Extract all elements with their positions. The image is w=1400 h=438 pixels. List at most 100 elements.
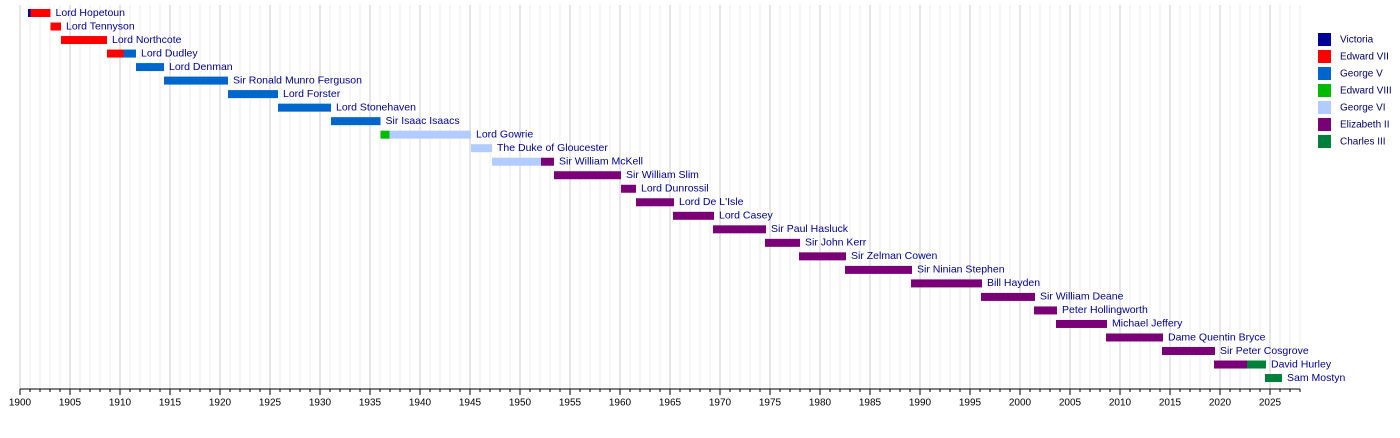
x-tick-label: 1920 <box>209 398 232 409</box>
legend-swatch <box>1318 135 1331 148</box>
bar-label: Sir William Deane <box>1040 291 1124 303</box>
bar-segment <box>380 130 390 139</box>
bar-segment <box>673 211 714 220</box>
bar-label: David Hurley <box>1271 358 1332 370</box>
x-tick-label: 2005 <box>1059 398 1082 409</box>
bar-segment <box>28 9 31 17</box>
x-tick-label: 1925 <box>259 398 282 409</box>
legend-swatch <box>1318 118 1331 131</box>
legend-label: Edward VII <box>1340 52 1389 63</box>
bar-label: Sir Isaac Isaacs <box>386 115 460 127</box>
bar-segment <box>1265 374 1282 383</box>
bar-label: Lord De L'Isle <box>679 196 744 208</box>
bar-segment <box>389 130 471 139</box>
bar-segment <box>981 292 1035 301</box>
bar-segment <box>123 49 136 58</box>
bar-segment <box>107 49 124 58</box>
bar-label: Peter Hollingworth <box>1062 304 1148 316</box>
x-tick-label: 2015 <box>1159 398 1182 409</box>
bar-label: Lord Denman <box>169 61 233 73</box>
bar-segment <box>471 144 492 153</box>
legend-swatch <box>1318 67 1331 80</box>
legend-label: George V <box>1340 69 1383 80</box>
bar-label: Sir Ninian Stephen <box>917 264 1005 276</box>
bar-label: Michael Jeffery <box>1112 318 1183 330</box>
bar-segment <box>845 265 912 274</box>
x-tick-label: 1930 <box>309 398 332 409</box>
bar-segment <box>1034 306 1057 315</box>
bar-label: Sam Mostyn <box>1287 372 1346 384</box>
bar-segment <box>713 225 766 234</box>
legend-label: Elizabeth II <box>1340 120 1389 131</box>
legend-swatch <box>1318 50 1331 63</box>
bar-label: Bill Hayden <box>987 277 1040 289</box>
bar-label: Lord Dudley <box>141 47 198 59</box>
bar-label: Sir William Slim <box>626 169 699 181</box>
legend-swatch <box>1318 33 1331 46</box>
bar-segment <box>50 22 61 31</box>
x-tick-label: 2020 <box>1209 398 1232 409</box>
bar-label: Sir John Kerr <box>805 237 867 249</box>
bar-segment <box>799 252 846 261</box>
bar-segment <box>331 117 381 126</box>
bar-segment <box>164 76 228 85</box>
legend-label: Victoria <box>1340 35 1374 46</box>
bar-label: Sir Zelman Cowen <box>851 250 938 262</box>
bar-segment <box>61 36 107 45</box>
bar-segment <box>278 103 331 112</box>
bar-segment <box>1162 347 1215 355</box>
bar-label: Lord Forster <box>283 88 341 100</box>
bar-segment <box>30 9 51 17</box>
bar-label: Sir Ronald Munro Ferguson <box>233 74 362 86</box>
x-tick-label: 1915 <box>159 398 182 409</box>
x-tick-label: 1950 <box>509 398 532 409</box>
legend-label: George VI <box>1340 103 1386 114</box>
bar-segment <box>228 90 278 99</box>
bar-segment <box>911 279 982 288</box>
x-tick-label: 2000 <box>1009 398 1032 409</box>
bar-label: The Duke of Gloucester <box>497 142 608 154</box>
legend-label: Edward VIII <box>1340 86 1392 97</box>
bar-label: Lord Northcote <box>112 34 182 46</box>
x-tick-label: 1985 <box>859 398 882 409</box>
bar-label: Sir Paul Hasluck <box>771 223 849 235</box>
bar-label: Lord Casey <box>719 210 773 222</box>
x-tick-label: 1980 <box>809 398 832 409</box>
x-tick-label: 1945 <box>459 398 482 409</box>
bar-segment <box>765 238 800 247</box>
legend-swatch <box>1318 84 1331 97</box>
bar-segment <box>492 157 541 166</box>
bar-segment <box>541 157 554 166</box>
bar-label: Dame Quentin Bryce <box>1168 331 1266 343</box>
bar-label: Sir Peter Cosgrove <box>1220 345 1309 357</box>
bar-segment <box>1214 360 1247 369</box>
x-tick-label: 2025 <box>1259 398 1282 409</box>
bar-label: Sir William McKell <box>559 156 643 168</box>
bar-segment <box>136 63 164 72</box>
legend-swatch <box>1318 101 1331 114</box>
x-tick-label: 1900 <box>9 398 32 409</box>
bar-label: Lord Tennyson <box>66 20 135 32</box>
bar-segment <box>1056 319 1107 328</box>
bar-label: Lord Dunrossil <box>641 183 709 195</box>
bar-segment <box>621 184 636 193</box>
x-tick-label: 1995 <box>959 398 982 409</box>
x-tick-label: 1905 <box>59 398 82 409</box>
legend-label: Charles III <box>1340 137 1386 148</box>
x-tick-label: 1910 <box>109 398 132 409</box>
bar-label: Lord Stonehaven <box>336 101 416 113</box>
x-tick-label: 1940 <box>409 398 432 409</box>
x-tick-label: 2010 <box>1109 398 1132 409</box>
x-tick-label: 1990 <box>909 398 932 409</box>
bar-segment <box>1247 360 1266 369</box>
bar-segment <box>636 198 674 207</box>
x-tick-label: 1965 <box>659 398 682 409</box>
x-tick-label: 1955 <box>559 398 582 409</box>
bar-segment <box>1106 333 1163 342</box>
bar-label: Lord Gowrie <box>476 128 533 140</box>
bar-label: Lord Hopetoun <box>56 7 126 19</box>
x-tick-label: 1970 <box>709 398 732 409</box>
x-tick-label: 1975 <box>759 398 782 409</box>
x-tick-label: 1935 <box>359 398 382 409</box>
